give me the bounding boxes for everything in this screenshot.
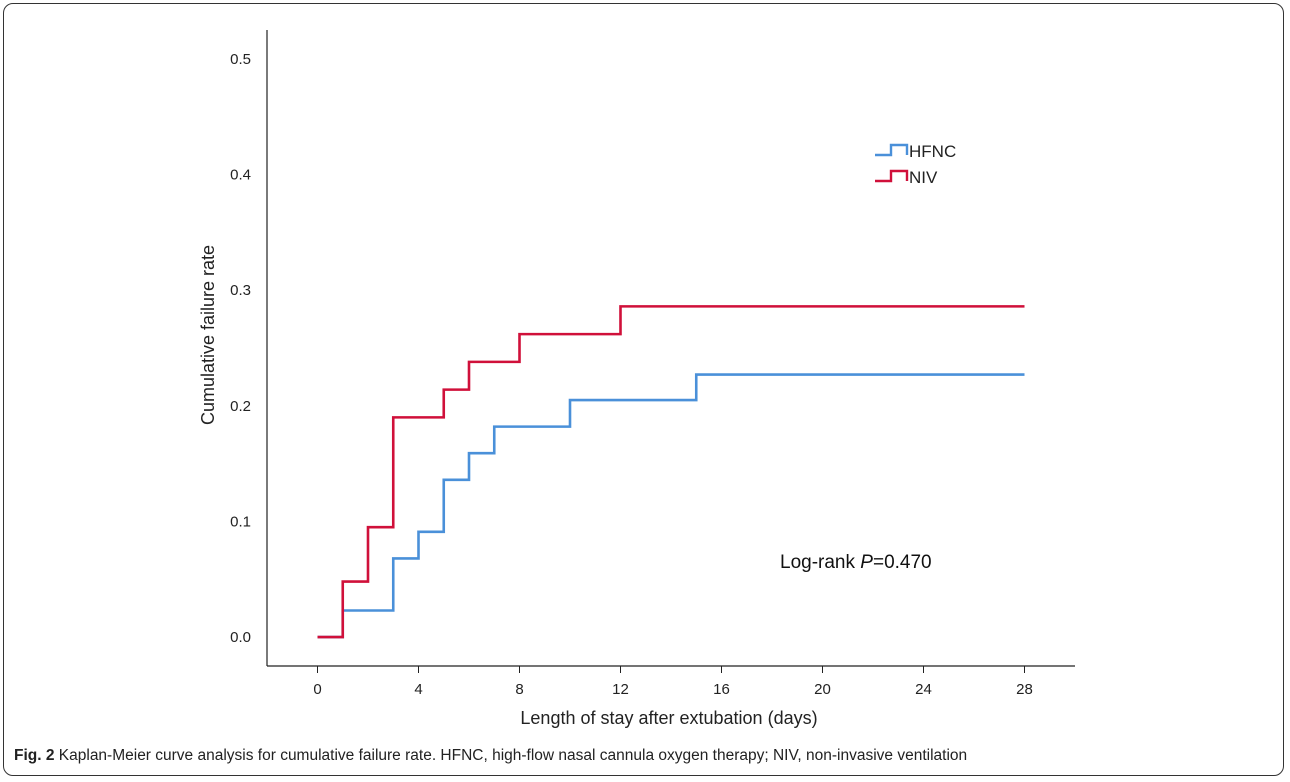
caption-label: Fig. 2: [14, 747, 55, 764]
y-ticks: 0.0 0.1 0.2 0.3 0.4 0.5: [230, 51, 251, 646]
caption-text: Kaplan-Meier curve analysis for cumulati…: [54, 747, 968, 764]
series-line-hfnc: [317, 373, 1025, 639]
legend: HFNC NIV: [875, 142, 956, 187]
y-tick-label: 0.1: [230, 513, 251, 530]
figure-caption: Fig. 2 Kaplan-Meier curve analysis for c…: [14, 747, 1276, 765]
annotation-p: P: [860, 552, 873, 573]
y-tick-label: 0.4: [230, 167, 251, 184]
y-tick-label: 0.5: [230, 51, 251, 68]
x-tick-label: 28: [1016, 681, 1033, 698]
x-tick-label: 24: [915, 681, 932, 698]
annotation-prefix: Log-rank: [780, 552, 860, 573]
legend-label-hfnc: HFNC: [909, 142, 956, 161]
y-tick-label: 0.0: [230, 629, 251, 646]
x-tick-label: 4: [414, 681, 422, 698]
y-axis-label: Cumulative failure rate: [198, 245, 218, 425]
x-ticks: 0 4 8 12 16 20 24 28: [313, 666, 1033, 698]
series-line-niv: [317, 305, 1025, 639]
log-rank-annotation: Log-rank P=0.470: [780, 552, 932, 573]
annotation-value: =0.470: [873, 552, 932, 573]
figure-frame: [3, 3, 1284, 776]
legend-label-niv: NIV: [909, 168, 938, 187]
legend-symbol-hfnc: [875, 143, 909, 157]
x-tick-label: 12: [612, 681, 629, 698]
series-lines: [317, 305, 1025, 639]
x-tick-label: 20: [814, 681, 831, 698]
x-tick-label: 16: [713, 681, 730, 698]
x-axis-label: Length of stay after extubation (days): [520, 708, 817, 728]
y-tick-label: 0.2: [230, 398, 251, 415]
x-tick-label: 8: [515, 681, 523, 698]
x-tick-label: 0: [313, 681, 321, 698]
kaplan-meier-chart: 0.0 0.1 0.2 0.3 0.4 0.5 0 4 8 12 16 20 24 28 Cumulat…: [198, 30, 1075, 728]
y-tick-label: 0.3: [230, 282, 251, 299]
legend-symbol-niv: [875, 169, 909, 183]
